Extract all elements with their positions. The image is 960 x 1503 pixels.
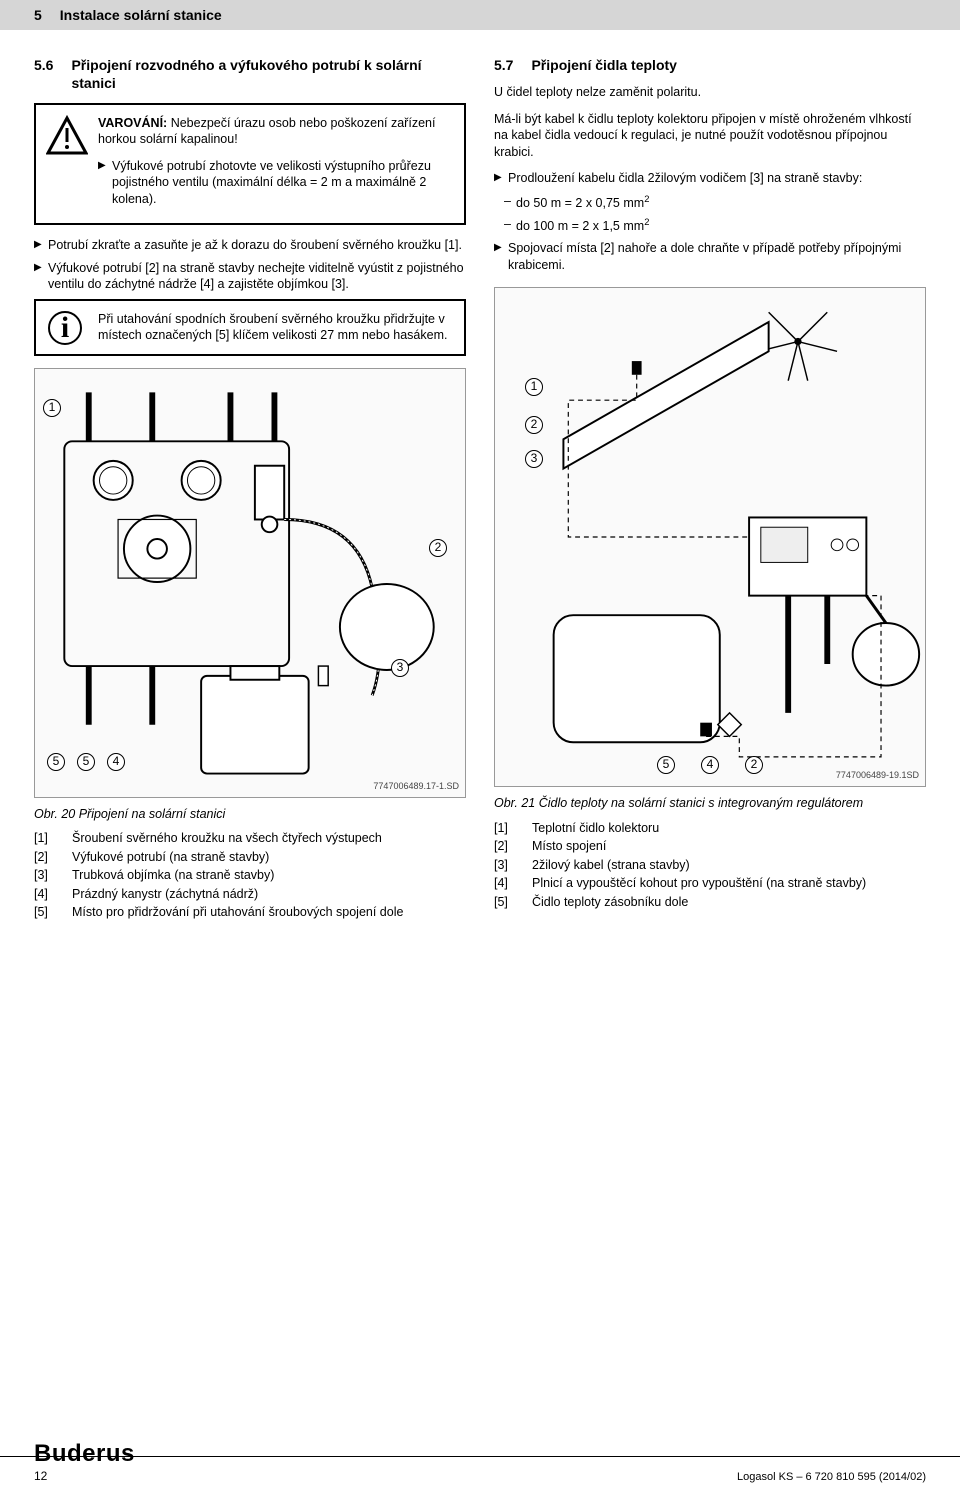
warning-icon [46,115,88,157]
legend-row: [3]2žilový kabel (strana stavby) [494,857,926,874]
step-bullet-1: Potrubí zkraťte a zasuňte je až k dorazu… [34,237,466,254]
page-footer: Buderus 12 Logasol KS – 6 720 810 595 (2… [0,1438,960,1486]
fig20-legend: [1]Šroubení svěrného kroužku na všech čt… [34,830,466,921]
bullet-2: Spojovací místa [2] nahoře a dole chraňt… [494,240,926,273]
dash-2: do 100 m = 2 x 1,5 mm2 [494,216,926,235]
fig20-code: 7747006489.17-1.SD [373,781,459,793]
legend-row: [4]Prázdný kanystr (záchytná nádrž) [34,886,466,903]
warning-bullet: Výfukové potrubí zhotovte ve velikosti v… [98,158,452,208]
section-heading: 5.7 Připojení čidla teploty [494,56,926,74]
para-1: U čidel teploty nelze zaměnit polaritu. [494,84,926,101]
fig21-caption: Obr. 21 Čidlo teploty na solární stanici… [494,795,926,812]
page-number: 12 [34,1469,135,1485]
warning-label: VAROVÁNÍ: [98,116,167,130]
section-heading: 5.6 Připojení rozvodného a výfukového po… [34,56,466,93]
fig20-callout-5a: 5 [47,753,65,771]
fig21-legend: [1]Teplotní čidlo kolektoru [2]Místo spo… [494,820,926,911]
doc-reference: Logasol KS – 6 720 810 595 (2014/02) [737,1470,926,1485]
fig20-callout-1: 1 [43,399,61,417]
info-icon: i [48,311,82,345]
legend-row: [2]Místo spojení [494,838,926,855]
legend-row: [4]Plnicí a vypouštěcí kohout pro vypouš… [494,875,926,892]
figure-21: 1 2 3 5 4 2 7747006489-19.1SD [494,287,926,787]
brand-logo: Buderus [34,1438,135,1470]
para-2: Má-li být kabel k čidlu teploty kolektor… [494,111,926,161]
figure-21-svg [495,288,925,786]
legend-row: [2]Výfukové potrubí (na straně stavby) [34,849,466,866]
step-bullet-2: Výfukové potrubí [2] na straně stavby ne… [34,260,466,293]
dash-1: do 50 m = 2 x 0,75 mm2 [494,193,926,212]
warning-box: VAROVÁNÍ: Nebezpečí úrazu osob nebo pošk… [34,103,466,226]
legend-row: [3]Trubková objímka (na straně stavby) [34,867,466,884]
chapter-header: 5 Instalace solární stanice [0,0,960,30]
right-column: 5.7 Připojení čidla teploty U čidel tepl… [494,56,926,923]
chapter-number: 5 [34,6,42,24]
legend-row: [1]Šroubení svěrného kroužku na všech čt… [34,830,466,847]
figure-20-svg [35,369,465,797]
chapter-title: Instalace solární stanice [60,6,222,24]
section-number: 5.7 [494,56,513,74]
legend-row: [5]Čidlo teploty zásobníku dole [494,894,926,911]
legend-row: [5]Místo pro přidržování při utahování š… [34,904,466,921]
info-text: Při utahování spodních šroubení svěrného… [98,312,447,343]
section-title: Připojení čidla teploty [531,56,676,74]
fig20-callout-5b: 5 [77,753,95,771]
fig20-caption: Obr. 20 Připojení na solární stanici [34,806,466,823]
section-number: 5.6 [34,56,53,93]
section-title: Připojení rozvodného a výfukového potrub… [71,56,466,93]
fig21-code: 7747006489-19.1SD [836,770,919,782]
fig20-callout-2: 2 [429,539,447,557]
legend-row: [1]Teplotní čidlo kolektoru [494,820,926,837]
info-box: i Při utahování spodních šroubení svěrné… [34,299,466,356]
figure-20: 1 2 3 5 5 4 7747006489.17-1.SD [34,368,466,798]
bullet-1: Prodloužení kabelu čidla 2žilovým vodiče… [494,170,926,187]
warning-text: VAROVÁNÍ: Nebezpečí úrazu osob nebo pošk… [98,115,452,148]
left-column: 5.6 Připojení rozvodného a výfukového po… [34,56,466,923]
fig20-callout-4: 4 [107,753,125,771]
fig20-callout-3: 3 [391,659,409,677]
